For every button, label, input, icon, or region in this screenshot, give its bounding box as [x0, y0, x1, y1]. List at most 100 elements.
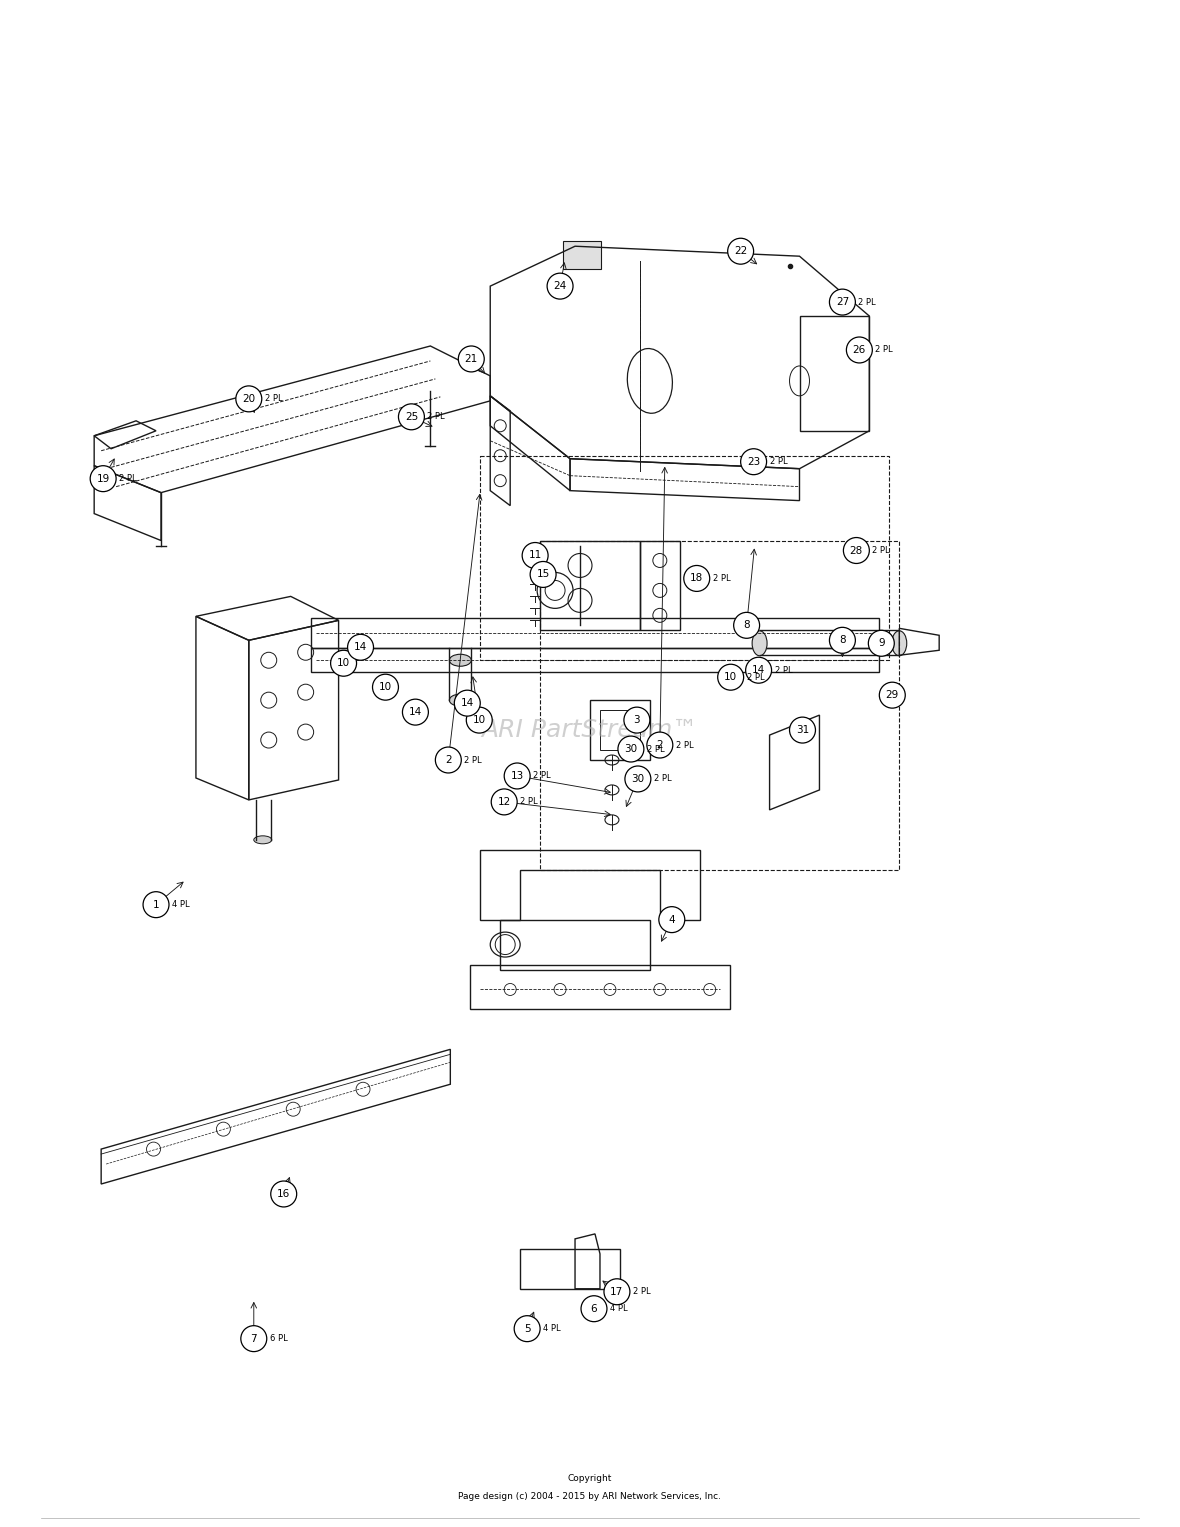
Text: 14: 14: [408, 707, 422, 718]
Text: 2 PL: 2 PL: [774, 666, 792, 675]
Text: 10: 10: [379, 683, 392, 692]
Text: Copyright: Copyright: [568, 1474, 612, 1483]
Circle shape: [789, 718, 815, 744]
Text: 26: 26: [853, 345, 866, 354]
Text: 2 PL: 2 PL: [872, 547, 890, 554]
Text: 19: 19: [97, 473, 110, 484]
Circle shape: [373, 675, 399, 701]
Ellipse shape: [892, 631, 906, 655]
Circle shape: [604, 1278, 630, 1304]
Ellipse shape: [450, 695, 471, 705]
Text: 16: 16: [277, 1190, 290, 1199]
Text: 2 PL: 2 PL: [632, 1287, 650, 1296]
Text: 14: 14: [460, 698, 474, 709]
Text: 23: 23: [747, 457, 760, 467]
Ellipse shape: [254, 835, 271, 844]
Circle shape: [625, 767, 651, 793]
Text: 22: 22: [734, 246, 747, 257]
Circle shape: [624, 707, 650, 733]
Circle shape: [402, 699, 428, 725]
Circle shape: [879, 683, 905, 709]
Text: 8: 8: [839, 635, 846, 646]
Circle shape: [458, 347, 484, 373]
Text: 2 PL: 2 PL: [747, 673, 765, 681]
Text: 2 PL: 2 PL: [264, 394, 282, 403]
Text: 2 PL: 2 PL: [876, 345, 893, 354]
Text: 31: 31: [795, 725, 809, 734]
Circle shape: [399, 403, 425, 429]
Circle shape: [523, 542, 548, 568]
Text: 8: 8: [743, 620, 750, 631]
Text: 10: 10: [725, 672, 738, 683]
Text: 2 PL: 2 PL: [520, 797, 538, 806]
Text: 3: 3: [634, 715, 641, 725]
Text: 2 PL: 2 PL: [858, 298, 876, 307]
Circle shape: [618, 736, 644, 762]
Text: 1: 1: [152, 899, 159, 910]
Circle shape: [454, 690, 480, 716]
Circle shape: [717, 664, 743, 690]
Circle shape: [746, 657, 772, 683]
Circle shape: [330, 651, 356, 676]
Text: 10: 10: [337, 658, 350, 669]
Circle shape: [844, 538, 870, 563]
Text: 2: 2: [445, 754, 452, 765]
Circle shape: [348, 634, 374, 660]
Text: 12: 12: [498, 797, 511, 806]
Text: 4 PL: 4 PL: [172, 901, 190, 909]
Text: 4: 4: [669, 915, 675, 925]
Circle shape: [466, 707, 492, 733]
Ellipse shape: [752, 631, 767, 655]
Text: 30: 30: [624, 744, 637, 754]
Circle shape: [514, 1316, 540, 1342]
Circle shape: [504, 764, 530, 789]
Text: 28: 28: [850, 545, 863, 556]
Text: 15: 15: [537, 570, 550, 579]
Text: 13: 13: [511, 771, 524, 780]
Circle shape: [728, 238, 754, 264]
Circle shape: [143, 892, 169, 918]
Circle shape: [683, 565, 709, 591]
Text: 6 PL: 6 PL: [270, 1335, 288, 1344]
Text: 20: 20: [242, 394, 255, 403]
Ellipse shape: [450, 654, 471, 666]
Text: 5: 5: [524, 1324, 531, 1333]
Circle shape: [830, 628, 856, 654]
Text: 27: 27: [835, 298, 850, 307]
Text: 17: 17: [610, 1287, 623, 1296]
Circle shape: [548, 273, 573, 299]
Text: ARI PartStream™: ARI PartStream™: [481, 718, 699, 742]
Text: 2 PL: 2 PL: [713, 574, 730, 583]
Circle shape: [846, 337, 872, 363]
Circle shape: [868, 631, 894, 657]
Circle shape: [734, 612, 760, 638]
Circle shape: [435, 747, 461, 773]
Text: 21: 21: [465, 354, 478, 363]
Text: 7: 7: [250, 1333, 257, 1344]
Text: 2: 2: [656, 741, 663, 750]
Text: 24: 24: [553, 281, 566, 292]
Text: 14: 14: [752, 666, 765, 675]
Text: 2 PL: 2 PL: [464, 756, 481, 765]
Text: Page design (c) 2004 - 2015 by ARI Network Services, Inc.: Page design (c) 2004 - 2015 by ARI Netwo…: [459, 1492, 721, 1501]
Text: 11: 11: [529, 551, 542, 560]
Text: 4 PL: 4 PL: [543, 1324, 560, 1333]
Circle shape: [647, 731, 673, 757]
Text: 4 PL: 4 PL: [610, 1304, 628, 1313]
Text: 2 PL: 2 PL: [769, 457, 787, 466]
Text: 6: 6: [591, 1304, 597, 1313]
Text: 2 PL: 2 PL: [427, 412, 445, 421]
Text: 10: 10: [473, 715, 486, 725]
Text: 14: 14: [354, 643, 367, 652]
FancyBboxPatch shape: [563, 241, 601, 269]
Text: 2 PL: 2 PL: [676, 741, 694, 750]
Text: 30: 30: [631, 774, 644, 783]
Circle shape: [270, 1180, 296, 1206]
Circle shape: [491, 789, 517, 815]
Circle shape: [741, 449, 767, 475]
Text: 2 PL: 2 PL: [119, 475, 137, 483]
Text: 29: 29: [886, 690, 899, 701]
Circle shape: [830, 289, 856, 315]
Circle shape: [90, 466, 116, 492]
Text: 2 PL: 2 PL: [654, 774, 671, 783]
